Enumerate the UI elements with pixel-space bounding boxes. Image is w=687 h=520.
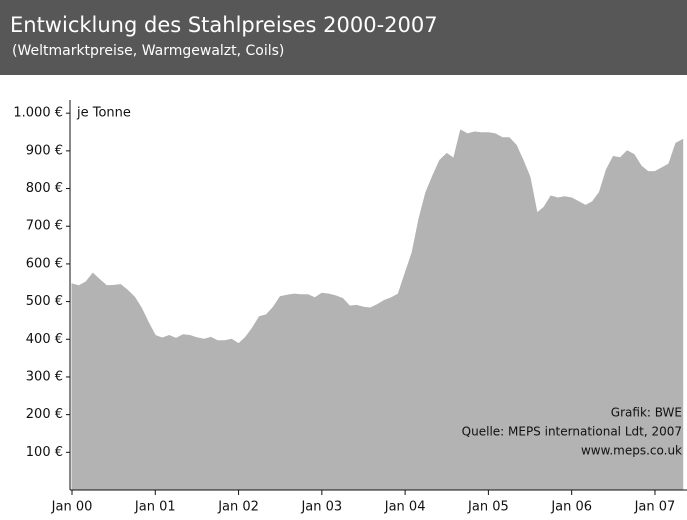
x-tick-label: Jan 04 — [384, 500, 426, 515]
annotation: www.meps.co.uk — [581, 444, 682, 458]
x-tick-label: Jan 06 — [550, 500, 592, 515]
x-tick-label: Jan 05 — [467, 500, 509, 515]
y-tick-label: 700 € — [26, 219, 63, 234]
x-tick-label: Jan 03 — [300, 500, 342, 515]
x-tick-label: Jan 07 — [634, 500, 676, 515]
y-tick-label: 600 € — [26, 256, 63, 271]
y-tick-label: 400 € — [26, 332, 63, 347]
y-tick-label: 200 € — [26, 407, 63, 422]
header-band — [0, 0, 687, 75]
y-tick-label: 100 € — [26, 445, 63, 460]
area — [71, 129, 684, 491]
x-tick-label: Jan 02 — [217, 500, 259, 515]
x-tick-label: Jan 01 — [134, 500, 176, 515]
y-tick-label: 1.000 € — [13, 106, 63, 121]
chart-subtitle: (Weltmarktpreise, Warmgewalzt, Coils) — [12, 43, 284, 59]
y-tick-label: 900 € — [26, 143, 63, 158]
x-tick-label: Jan 00 — [51, 500, 93, 515]
annotation: Quelle: MEPS international Ldt, 2007 — [462, 425, 682, 439]
annotation: Grafik: BWE — [611, 406, 682, 420]
y-tick-label: 300 € — [26, 369, 63, 384]
y-axis-label: je Tonne — [76, 106, 131, 121]
y-tick-label: 800 € — [26, 181, 63, 196]
chart-title: Entwicklung des Stahlpreises 2000-2007 — [10, 13, 438, 37]
y-tick-label: 500 € — [26, 294, 63, 309]
